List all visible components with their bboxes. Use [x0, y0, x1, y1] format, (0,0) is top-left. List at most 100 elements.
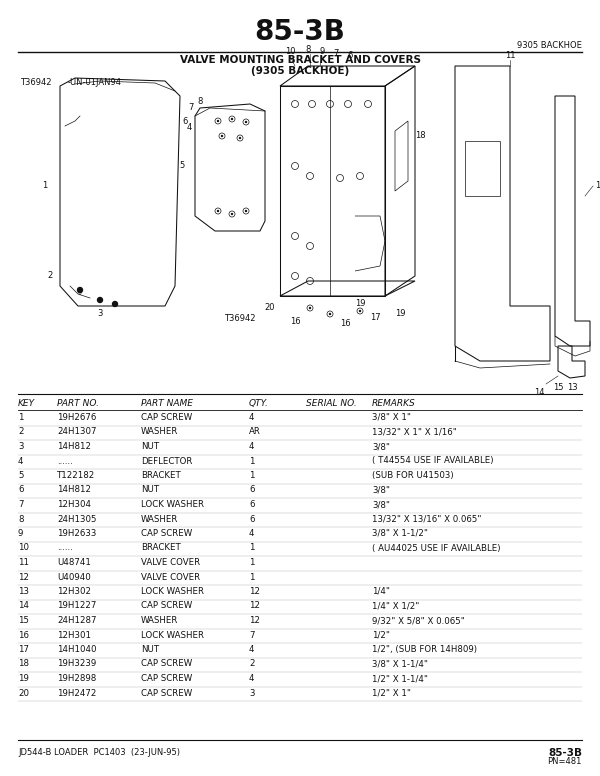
Text: 85-3B: 85-3B	[254, 18, 346, 46]
Text: 13: 13	[18, 587, 29, 596]
Text: 4: 4	[249, 442, 254, 451]
Text: 9/32" X 5/8" X 0.065": 9/32" X 5/8" X 0.065"	[372, 616, 465, 625]
Text: 1: 1	[18, 413, 23, 422]
Text: 4: 4	[249, 645, 254, 654]
Circle shape	[77, 287, 83, 293]
Text: 18: 18	[18, 660, 29, 668]
Text: WASHER: WASHER	[141, 616, 178, 625]
Circle shape	[309, 307, 311, 309]
Text: 2: 2	[249, 660, 254, 668]
Text: 7: 7	[18, 500, 23, 509]
Circle shape	[239, 137, 241, 139]
Text: VALVE COVER: VALVE COVER	[141, 558, 200, 567]
Text: 1/4": 1/4"	[372, 587, 390, 596]
Text: 20: 20	[265, 303, 275, 313]
Circle shape	[231, 213, 233, 215]
Text: 13: 13	[566, 383, 577, 392]
Text: 16: 16	[18, 630, 29, 639]
Text: LOCK WASHER: LOCK WASHER	[141, 587, 204, 596]
Text: 12: 12	[595, 182, 600, 190]
Text: 12H302: 12H302	[57, 587, 91, 596]
Text: 12: 12	[249, 616, 260, 625]
Text: 85-3B: 85-3B	[548, 748, 582, 758]
Circle shape	[245, 210, 247, 212]
Text: 17: 17	[370, 314, 380, 323]
Circle shape	[217, 210, 219, 212]
Text: 1/2", (SUB FOR 14H809): 1/2", (SUB FOR 14H809)	[372, 645, 477, 654]
Text: 14H812: 14H812	[57, 486, 91, 494]
Text: 3: 3	[249, 688, 254, 698]
Text: PART NO.: PART NO.	[57, 399, 99, 408]
Text: WASHER: WASHER	[141, 428, 178, 436]
Text: U40940: U40940	[57, 573, 91, 581]
Text: 3: 3	[18, 442, 23, 451]
Text: 12H304: 12H304	[57, 500, 91, 509]
Text: 19: 19	[18, 674, 29, 683]
Text: 17: 17	[18, 645, 29, 654]
Text: 12: 12	[249, 587, 260, 596]
Text: DEFLECTOR: DEFLECTOR	[141, 456, 193, 466]
Text: 15: 15	[18, 616, 29, 625]
Text: 1: 1	[249, 558, 254, 567]
Text: 11: 11	[18, 558, 29, 567]
Text: 1: 1	[249, 543, 254, 553]
Text: 13/32" X 1" X 1/16": 13/32" X 1" X 1/16"	[372, 428, 457, 436]
Text: VALVE MOUNTING BRACKET AND COVERS: VALVE MOUNTING BRACKET AND COVERS	[179, 55, 421, 65]
Text: 3/8" X 1-1/2": 3/8" X 1-1/2"	[372, 529, 428, 538]
Text: ......: ......	[57, 543, 73, 553]
Text: 4: 4	[18, 456, 23, 466]
Text: 1/2" X 1": 1/2" X 1"	[372, 688, 411, 698]
Text: 13/32" X 13/16" X 0.065": 13/32" X 13/16" X 0.065"	[372, 514, 482, 524]
Text: 6: 6	[182, 116, 188, 126]
Text: 4: 4	[249, 413, 254, 422]
Text: CAP SCREW: CAP SCREW	[141, 413, 192, 422]
Circle shape	[221, 135, 223, 137]
Text: 19: 19	[355, 300, 365, 309]
Text: 1: 1	[43, 182, 47, 190]
Text: 10: 10	[18, 543, 29, 553]
Text: 9: 9	[18, 529, 23, 538]
Text: 24H1305: 24H1305	[57, 514, 97, 524]
Text: (9305 BACKHOE): (9305 BACKHOE)	[251, 66, 349, 76]
Text: 14H1040: 14H1040	[57, 645, 97, 654]
Text: 16: 16	[290, 317, 301, 325]
Text: 19H2472: 19H2472	[57, 688, 97, 698]
Text: CAP SCREW: CAP SCREW	[141, 688, 192, 698]
Text: BRACKET: BRACKET	[141, 543, 181, 553]
Text: SERIAL NO.: SERIAL NO.	[306, 399, 357, 408]
Text: 4: 4	[249, 674, 254, 683]
Text: LOCK WASHER: LOCK WASHER	[141, 630, 204, 639]
Text: 19H1227: 19H1227	[57, 601, 97, 611]
Text: 1: 1	[249, 471, 254, 480]
Text: 24H1307: 24H1307	[57, 428, 97, 436]
Text: 8: 8	[197, 96, 203, 106]
Text: WASHER: WASHER	[141, 514, 178, 524]
Text: ( T44554 USE IF AVAILABLE): ( T44554 USE IF AVAILABLE)	[372, 456, 493, 466]
Text: 3/8": 3/8"	[372, 442, 390, 451]
Text: 6: 6	[249, 500, 254, 509]
Text: 2: 2	[47, 272, 53, 280]
Text: CAP SCREW: CAP SCREW	[141, 529, 192, 538]
Text: U48741: U48741	[57, 558, 91, 567]
Text: 3: 3	[97, 310, 103, 318]
Circle shape	[113, 302, 118, 307]
Text: 6: 6	[249, 514, 254, 524]
Text: 1/2" X 1-1/4": 1/2" X 1-1/4"	[372, 674, 428, 683]
Text: 15: 15	[553, 383, 563, 392]
Text: ( AU44025 USE IF AVAILABLE): ( AU44025 USE IF AVAILABLE)	[372, 543, 500, 553]
Circle shape	[245, 121, 247, 123]
Text: 18: 18	[415, 131, 425, 140]
Text: 7: 7	[188, 103, 194, 113]
Text: PN=481: PN=481	[548, 757, 582, 766]
Text: 12: 12	[249, 601, 260, 611]
Text: 3/8" X 1": 3/8" X 1"	[372, 413, 411, 422]
Text: (SUB FOR U41503): (SUB FOR U41503)	[372, 471, 454, 480]
Text: 5: 5	[18, 471, 23, 480]
Text: 6: 6	[18, 486, 23, 494]
Text: CAP SCREW: CAP SCREW	[141, 660, 192, 668]
Text: CAP SCREW: CAP SCREW	[141, 601, 192, 611]
Circle shape	[329, 313, 331, 315]
Text: CAP SCREW: CAP SCREW	[141, 674, 192, 683]
Text: 4: 4	[249, 529, 254, 538]
Text: 24H1287: 24H1287	[57, 616, 97, 625]
